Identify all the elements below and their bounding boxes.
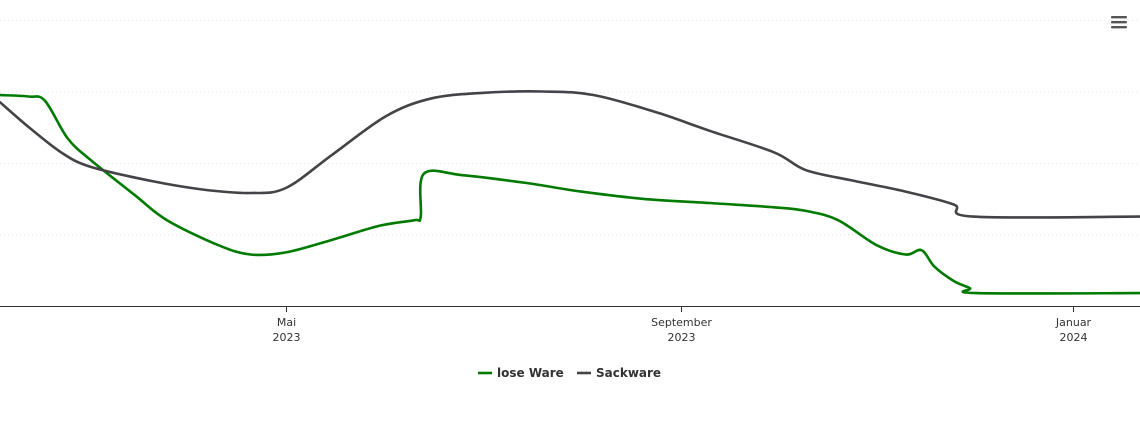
x-tick-label-month: Mai (277, 316, 296, 329)
legend-item-lose-ware[interactable]: lose Ware (478, 366, 564, 380)
x-tick-label-year: 2023 (273, 331, 301, 344)
x-axis-ticks: Mai 2023 September 2023 Januar 2024 (273, 306, 1092, 344)
legend: lose Ware Sackware (478, 366, 661, 380)
legend-label-sackware: Sackware (596, 366, 661, 380)
series-line-sackware[interactable] (0, 90, 1140, 219)
legend-label-lose-ware: lose Ware (497, 366, 564, 380)
x-tick-label-month: September (651, 316, 712, 329)
series-line-lose-ware[interactable] (0, 93, 1140, 295)
x-tick-label-year: 2023 (668, 331, 696, 344)
grid-lines (0, 20, 1140, 236)
legend-item-sackware[interactable]: Sackware (577, 366, 661, 380)
x-tick-label-year: 2024 (1060, 331, 1088, 344)
series-lines (0, 90, 1140, 295)
menu-icon[interactable] (1107, 10, 1131, 34)
x-tick-label-month: Januar (1055, 316, 1092, 329)
